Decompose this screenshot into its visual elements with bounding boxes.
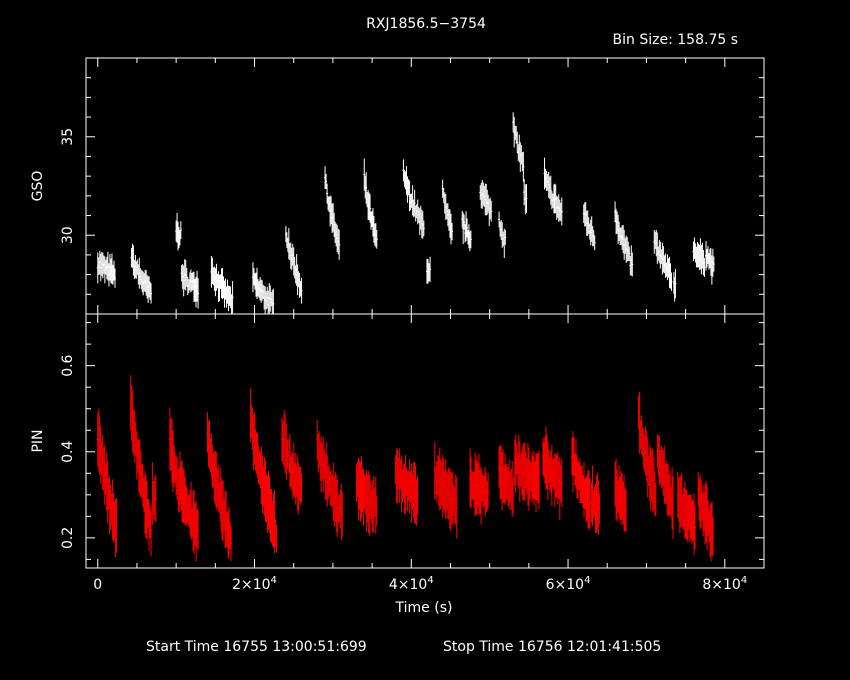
x-tick-label: 4×104	[389, 575, 434, 593]
data-segment	[512, 112, 525, 182]
gso-axis-label: GSO	[30, 171, 46, 202]
data-segment	[251, 262, 275, 314]
data-segment	[441, 179, 454, 245]
data-segment	[553, 183, 563, 226]
data-segment	[151, 462, 157, 525]
plot-frame	[85, 57, 765, 315]
data-segment	[280, 409, 289, 480]
data-segment	[324, 166, 341, 260]
pin-panel: 0.2 0.4 0.6	[60, 313, 765, 569]
data-segment	[168, 407, 181, 513]
data-segment	[637, 391, 657, 517]
data-segment	[96, 408, 118, 558]
data-segment	[676, 471, 697, 556]
data-segment	[513, 434, 541, 513]
data-segment	[175, 212, 182, 251]
y-tick-label: 0.2	[60, 527, 76, 549]
data-segment	[692, 237, 706, 277]
data-segment	[363, 158, 378, 249]
x-tick-label: 6×104	[546, 575, 591, 593]
x-tick-label: 0	[93, 577, 102, 593]
time-axis-label: Time (s)	[395, 600, 453, 616]
data-segment	[179, 451, 200, 562]
data-segment	[402, 159, 425, 239]
x-tick-label: 2×104	[232, 575, 277, 593]
y-tick-label: 35	[60, 128, 76, 146]
data-segment	[284, 225, 303, 304]
data-segment	[614, 201, 634, 277]
data-segment	[523, 178, 528, 215]
data-segment	[697, 471, 715, 562]
data-segment	[355, 455, 378, 536]
data-segment	[461, 210, 472, 252]
data-segment	[498, 211, 507, 258]
chart-title: RXJ1856.5−3754	[366, 16, 486, 32]
pin-axis-label: PIN	[30, 429, 46, 452]
data-segment	[425, 256, 432, 284]
data-segment	[288, 433, 303, 514]
data-segment	[704, 241, 715, 285]
data-segment	[479, 179, 493, 227]
y-tick-label: 0.4	[60, 441, 76, 463]
stop-time-label: Stop Time 16756 12:01:41:505	[443, 639, 661, 655]
data-segment	[180, 259, 200, 309]
data-segment	[656, 434, 675, 539]
data-segment	[570, 431, 591, 531]
start-time-label: Start Time 16755 13:00:51:699	[146, 639, 367, 655]
data-segment	[541, 426, 563, 521]
data-segment	[129, 375, 153, 557]
data-segment	[433, 441, 458, 539]
data-segment	[130, 243, 153, 304]
data-segment	[210, 256, 234, 314]
data-segment	[498, 444, 515, 518]
plot-frame	[85, 313, 765, 569]
y-tick-label: 30	[60, 226, 76, 244]
data-segment	[469, 448, 490, 525]
data-segment	[653, 229, 673, 291]
data-segment	[590, 465, 601, 536]
bin-size-label: Bin Size: 158.75 s	[613, 32, 738, 48]
data-segment	[543, 157, 555, 214]
data-segment	[394, 448, 419, 526]
data-segment	[582, 202, 596, 251]
data-segment	[206, 412, 233, 562]
gso-panel: 30 35	[60, 57, 765, 315]
data-segment	[96, 250, 117, 288]
data-segment	[672, 268, 677, 302]
data-segment	[614, 458, 628, 532]
data-segment	[249, 388, 278, 554]
y-tick-label: 0.6	[60, 354, 76, 376]
data-segment	[316, 419, 344, 540]
x-tick-label: 8×104	[702, 575, 747, 593]
